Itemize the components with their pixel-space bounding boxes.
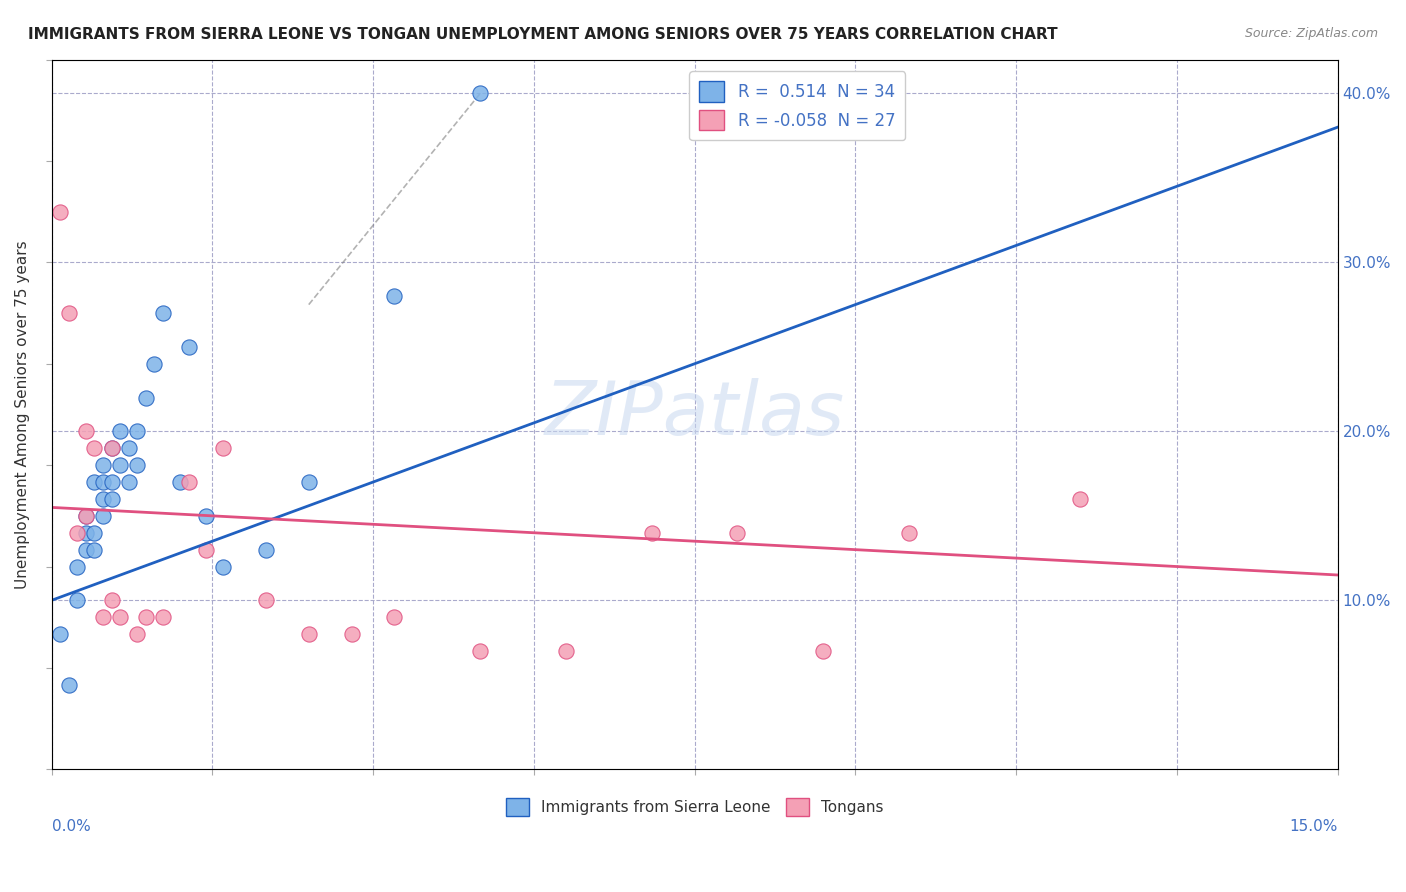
Point	[384, 610, 406, 624]
Point	[212, 559, 235, 574]
Text: 15.0%: 15.0%	[1289, 819, 1337, 834]
Point	[470, 644, 492, 658]
Point	[49, 204, 72, 219]
Point	[100, 442, 122, 456]
Point	[135, 610, 157, 624]
Point	[49, 627, 72, 641]
Point	[83, 542, 105, 557]
Text: 0.0%: 0.0%	[52, 819, 90, 834]
Point	[298, 627, 321, 641]
Point	[83, 475, 105, 489]
Point	[91, 475, 114, 489]
Point	[135, 391, 157, 405]
Point	[91, 491, 114, 506]
Point	[298, 475, 321, 489]
Point	[897, 525, 920, 540]
Point	[100, 491, 122, 506]
Point	[555, 644, 578, 658]
Point	[177, 340, 200, 354]
Point	[470, 87, 492, 101]
Point	[118, 475, 141, 489]
Point	[811, 644, 834, 658]
Point	[108, 458, 131, 472]
Point	[91, 610, 114, 624]
Point	[143, 357, 166, 371]
Point	[340, 627, 363, 641]
Point	[108, 610, 131, 624]
Point	[75, 508, 97, 523]
Point	[58, 678, 80, 692]
Point	[83, 442, 105, 456]
Point	[66, 593, 89, 607]
Text: IMMIGRANTS FROM SIERRA LEONE VS TONGAN UNEMPLOYMENT AMONG SENIORS OVER 75 YEARS : IMMIGRANTS FROM SIERRA LEONE VS TONGAN U…	[28, 27, 1057, 42]
Point	[75, 542, 97, 557]
Point	[118, 442, 141, 456]
Point	[212, 442, 235, 456]
Point	[83, 525, 105, 540]
Point	[100, 442, 122, 456]
Point	[254, 593, 277, 607]
Point	[66, 559, 89, 574]
Point	[75, 525, 97, 540]
Point	[727, 525, 749, 540]
Point	[108, 425, 131, 439]
Point	[127, 425, 149, 439]
Text: ZIPatlas: ZIPatlas	[544, 378, 845, 450]
Point	[384, 289, 406, 303]
Point	[127, 627, 149, 641]
Point	[58, 306, 80, 320]
Point	[641, 525, 664, 540]
Point	[177, 475, 200, 489]
Point	[254, 542, 277, 557]
Point	[169, 475, 191, 489]
Text: Source: ZipAtlas.com: Source: ZipAtlas.com	[1244, 27, 1378, 40]
Point	[127, 458, 149, 472]
Legend: Immigrants from Sierra Leone, Tongans: Immigrants from Sierra Leone, Tongans	[496, 789, 893, 826]
Point	[75, 508, 97, 523]
Point	[91, 458, 114, 472]
Y-axis label: Unemployment Among Seniors over 75 years: Unemployment Among Seniors over 75 years	[15, 240, 30, 589]
Point	[100, 475, 122, 489]
Point	[66, 525, 89, 540]
Point	[75, 425, 97, 439]
Point	[194, 542, 217, 557]
Point	[194, 508, 217, 523]
Point	[152, 306, 174, 320]
Point	[152, 610, 174, 624]
Point	[91, 508, 114, 523]
Point	[1069, 491, 1091, 506]
Point	[100, 593, 122, 607]
